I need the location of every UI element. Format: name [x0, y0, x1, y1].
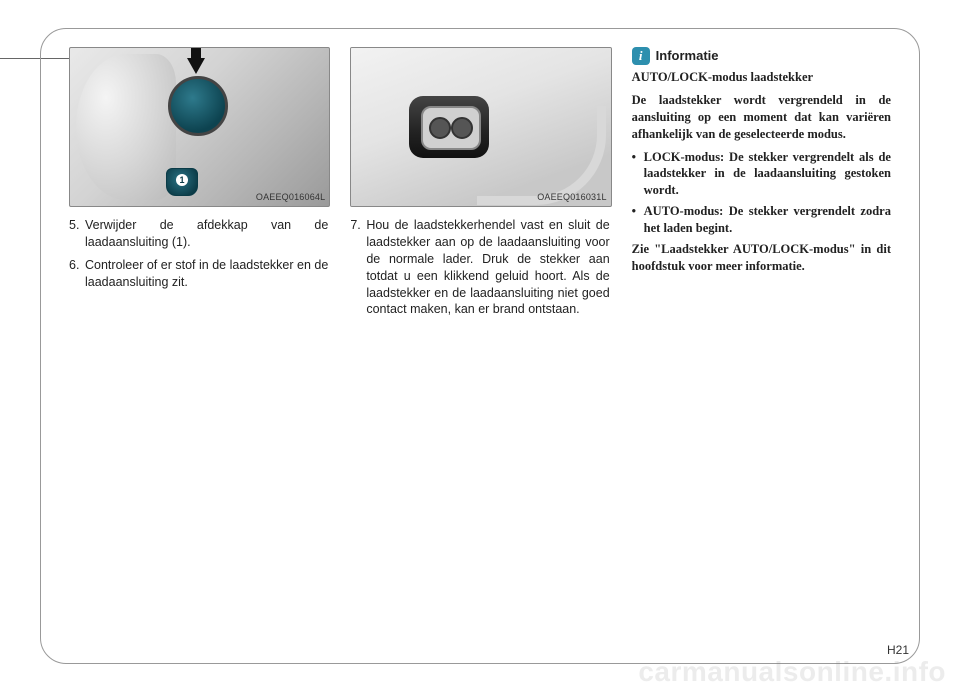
columns: OAEEQ016064L 5. Verwijder de afdekkap va…: [69, 47, 891, 647]
info-bullet-1-text: LOCK-modus: De stekker vergrendelt als d…: [644, 149, 891, 200]
info-title: Informatie: [656, 47, 719, 65]
step-5-text: Verwijder de afdekkap van de laadaanslui…: [85, 217, 328, 251]
info-para-1: De laadstekker wordt vergrendeld in de a…: [632, 92, 891, 143]
figure-2-plug-face: [421, 106, 481, 150]
step-5: 5. Verwijder de afdekkap van de laadaans…: [69, 217, 328, 251]
column-1: OAEEQ016064L 5. Verwijder de afdekkap va…: [69, 47, 328, 647]
column-2: OAEEQ016031L 7. Hou de laadstekkerhendel…: [350, 47, 609, 647]
info-icon: i: [632, 47, 650, 65]
figure-1: OAEEQ016064L: [69, 47, 330, 207]
step-6-text: Controleer of er stof in de laadstekker …: [85, 257, 328, 291]
figure-1-tag-1: [166, 168, 198, 196]
figure-1-door: [76, 54, 176, 200]
figure-1-label: OAEEQ016064L: [256, 191, 325, 203]
figure-2: OAEEQ016031L: [350, 47, 611, 207]
step-7-text: Hou de laadstekkerhendel vast en sluit d…: [366, 217, 609, 318]
page-number: H21: [887, 643, 909, 657]
info-header: i Informatie: [632, 47, 891, 65]
step-7-number: 7.: [350, 217, 366, 318]
info-bullet-1: • LOCK-modus: De stekker vergrendelt als…: [632, 149, 891, 200]
column-3: i Informatie AUTO/LOCK-modus laadstekker…: [632, 47, 891, 647]
info-bullet-2-text: AUTO-modus: De stekker vergrendelt zodra…: [644, 203, 891, 237]
figure-2-label: OAEEQ016031L: [537, 191, 606, 203]
page-frame: OAEEQ016064L 5. Verwijder de afdekkap va…: [40, 28, 920, 664]
info-subtitle: AUTO/LOCK-modus laadstekker: [632, 69, 891, 86]
step-7: 7. Hou de laadstekkerhendel vast en slui…: [350, 217, 609, 318]
step-6: 6. Controleer of er stof in de laadstekk…: [69, 257, 328, 291]
step-5-number: 5.: [69, 217, 85, 251]
figure-1-socket: [168, 76, 228, 136]
bullet-mark: •: [632, 203, 644, 237]
bullet-mark: •: [632, 149, 644, 200]
watermark: carmanualsonline.info: [638, 656, 946, 688]
figure-1-arrow-icon: [187, 58, 205, 74]
info-bullet-2: • AUTO-modus: De stekker vergrendelt zod…: [632, 203, 891, 237]
step-6-number: 6.: [69, 257, 85, 291]
info-para-2: Zie "Laadstekker AUTO/LOCK-modus" in dit…: [632, 241, 891, 275]
